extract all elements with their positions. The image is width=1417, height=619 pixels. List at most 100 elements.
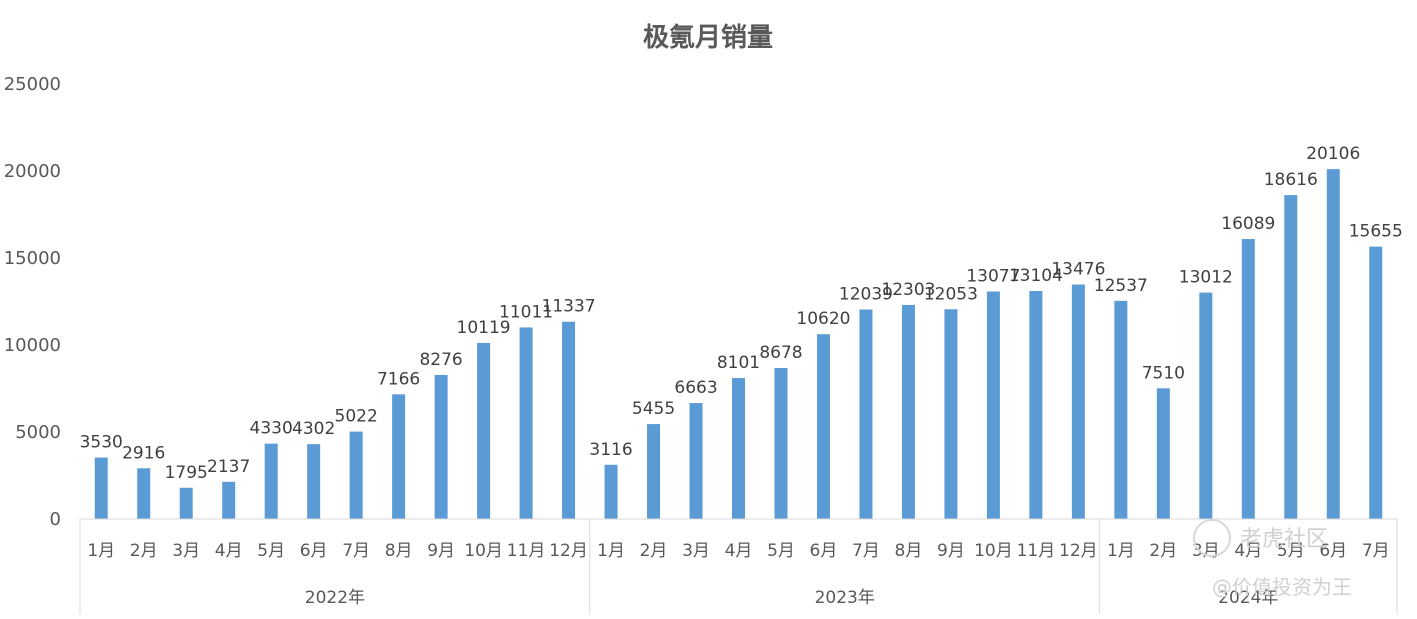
- data-label: 15655: [1349, 222, 1403, 242]
- data-label: 13077: [966, 266, 1020, 286]
- x-tick-label: 7月: [1362, 541, 1390, 561]
- x-tick-label: 6月: [300, 541, 328, 561]
- bar: [562, 321, 576, 519]
- data-label: 13104: [1009, 266, 1063, 286]
- year-group-label: 2024年: [1218, 588, 1278, 608]
- x-tick-label: 5月: [1277, 541, 1305, 561]
- bar: [1241, 239, 1255, 520]
- data-label: 4302: [292, 419, 335, 439]
- y-tick-label: 10000: [4, 335, 61, 356]
- data-label: 12537: [1094, 276, 1148, 296]
- x-tick-label: 6月: [1319, 541, 1347, 561]
- x-tick-label: 2月: [1149, 541, 1177, 561]
- data-label: 12303: [881, 280, 935, 300]
- bars: [94, 169, 1383, 520]
- x-tick-label: 5月: [767, 541, 795, 561]
- y-tick-label: 25000: [4, 74, 61, 95]
- bar: [434, 374, 448, 519]
- bar: [1114, 300, 1128, 519]
- bar: [179, 487, 193, 519]
- bar: [519, 327, 533, 519]
- data-label: 20106: [1306, 144, 1360, 164]
- chart-title: 极氪月销量: [643, 22, 773, 53]
- bar: [1369, 246, 1383, 519]
- bar: [1156, 388, 1170, 519]
- x-tick-label: 3月: [172, 541, 200, 561]
- bar: [647, 424, 661, 519]
- bar: [94, 457, 108, 519]
- y-tick-label: 15000: [4, 248, 61, 269]
- data-label: 10620: [796, 309, 850, 329]
- x-tick-label: 9月: [937, 541, 965, 561]
- y-tick-label: 5000: [15, 422, 61, 443]
- data-label: 10119: [457, 318, 511, 338]
- bar: [349, 431, 363, 519]
- y-axis: 0 5000 10000 15000 20000 25000: [4, 74, 61, 530]
- bar: [986, 291, 1000, 519]
- x-tick-label: 8月: [895, 541, 923, 561]
- data-label: 3530: [80, 433, 123, 453]
- watermark-line1: 老虎社区: [1240, 527, 1328, 552]
- bar: [816, 334, 830, 519]
- data-label: 5455: [632, 399, 675, 419]
- data-label: 13476: [1051, 260, 1105, 280]
- watermark-logo-icon: [1193, 519, 1231, 557]
- x-tick-label: 1月: [87, 541, 115, 561]
- data-label: 2916: [122, 443, 165, 463]
- x-tick-label: 7月: [852, 541, 880, 561]
- bar: [689, 403, 703, 519]
- bar: [1071, 284, 1085, 519]
- bar: [732, 378, 745, 519]
- bar: [264, 443, 278, 519]
- x-tick-label: 2月: [640, 541, 668, 561]
- x-tick-label: 1月: [1107, 541, 1135, 561]
- bar: [944, 309, 958, 519]
- bar: [137, 468, 151, 519]
- data-label: 8276: [419, 350, 462, 370]
- bar: [1284, 195, 1298, 519]
- bar: [901, 304, 915, 519]
- bar: [774, 368, 788, 519]
- data-label: 3116: [589, 440, 632, 460]
- bar: [307, 444, 321, 519]
- x-tick-label: 11月: [507, 541, 546, 561]
- bar: [222, 481, 236, 519]
- bar: [1029, 290, 1043, 519]
- watermark: 老虎社区 @价值投资为王: [1193, 519, 1352, 599]
- y-tick-label: 0: [50, 509, 61, 530]
- watermark-line2: @价值投资为王: [1212, 575, 1352, 599]
- bar: [477, 342, 491, 519]
- data-label: 7166: [377, 369, 420, 389]
- data-label: 16089: [1221, 214, 1275, 234]
- x-tick-label: 12月: [549, 541, 588, 561]
- x-tick-label: 9月: [427, 541, 455, 561]
- bar: [1199, 292, 1213, 519]
- bar: [1326, 169, 1340, 520]
- data-label: 8101: [717, 353, 760, 373]
- year-group-label: 2022年: [305, 588, 365, 608]
- data-label: 11337: [542, 297, 596, 317]
- data-label: 8678: [759, 343, 802, 363]
- x-tick-label: 4月: [215, 541, 243, 561]
- data-label: 11011: [499, 302, 553, 322]
- x-tick-label: 5月: [257, 541, 285, 561]
- data-label: 4330: [250, 419, 293, 439]
- x-tick-label: 7月: [342, 541, 370, 561]
- data-label: 18616: [1264, 170, 1318, 190]
- data-label: 7510: [1142, 363, 1185, 383]
- bar: [604, 464, 618, 519]
- x-tick-label: 6月: [810, 541, 838, 561]
- x-tick-label: 11月: [1017, 541, 1056, 561]
- x-tick-label: 3月: [682, 541, 710, 561]
- data-label: 2137: [207, 457, 250, 477]
- x-tick-label: 4月: [1234, 541, 1262, 561]
- x-tick-label: 10月: [464, 541, 503, 561]
- x-tick-label: 10月: [974, 541, 1013, 561]
- data-label: 1795: [165, 463, 208, 483]
- data-label: 5022: [335, 407, 378, 427]
- bar: [859, 309, 873, 519]
- data-label: 13012: [1179, 268, 1233, 288]
- x-tick-label: 12月: [1059, 541, 1098, 561]
